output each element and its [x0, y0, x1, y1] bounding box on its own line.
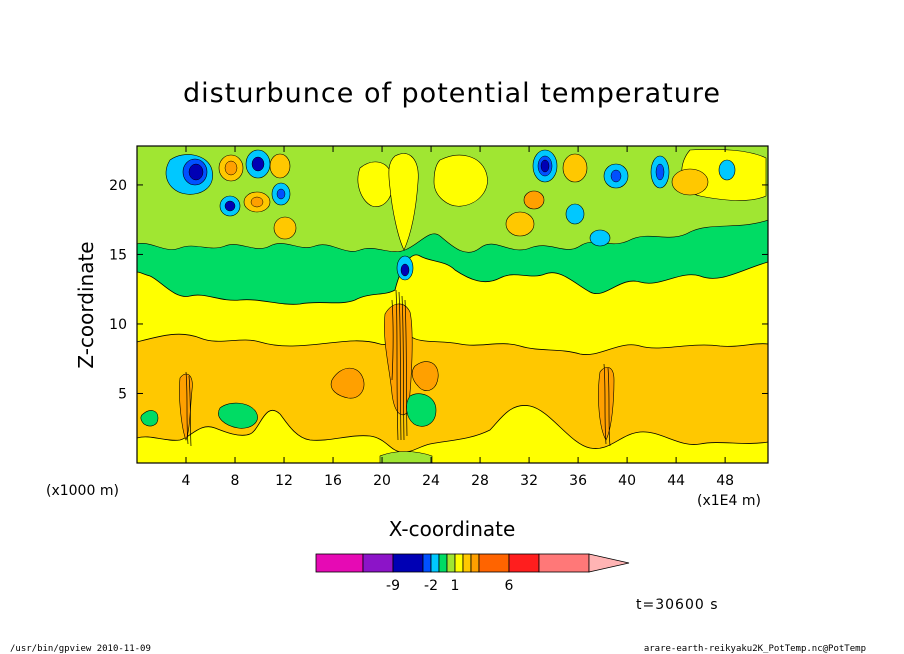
colorbar-tick-label: 6 [505, 578, 514, 594]
y-axis-ticks: 5 10 15 20 [109, 178, 768, 402]
field-orange-cell-2 [269, 153, 291, 179]
x-axis-ticks: 4 8 12 16 20 24 28 32 36 40 44 48 [182, 146, 734, 489]
x-axis-label: X-coordinate [389, 517, 516, 541]
plot-frame [136, 145, 769, 464]
colorbar-box [392, 553, 424, 573]
colorbar-tick-label: -2 [424, 578, 438, 594]
footer-right: arare-earth-reikyaku2K_PotTemp.nc@PotTem… [644, 644, 866, 654]
x-tick-label: 36 [569, 473, 587, 489]
y-tick-label: 20 [109, 178, 127, 194]
field-cyan-cell-11 [718, 159, 736, 181]
colorbar-box [470, 553, 480, 573]
field-orange-cell-10 [250, 196, 264, 208]
field-darkblue-left [188, 163, 204, 181]
field-green-lower-small [140, 410, 159, 427]
colorbar-box [430, 553, 440, 573]
field-blue-cell-6 [610, 169, 622, 183]
colorbar-tick-label: 1 [451, 578, 460, 594]
colorbar-box [538, 553, 590, 573]
colorbar-box [454, 553, 464, 573]
colorbar-box [446, 553, 456, 573]
field-yellow-upper-right [433, 154, 488, 207]
field-cyan-cell-8 [565, 203, 585, 225]
x-tick-label: 20 [373, 473, 391, 489]
x-tick-label: 48 [716, 473, 734, 489]
field-orange-cell-7 [562, 153, 588, 183]
field-orange-cell-4 [273, 216, 297, 240]
colorbar-box [478, 553, 510, 573]
field-blue-cell-7 [655, 163, 665, 181]
colorbar-box [462, 553, 472, 573]
x-tick-label: 32 [520, 473, 538, 489]
x-tick-label: 16 [324, 473, 342, 489]
field-darkorange-1 [330, 367, 365, 399]
field-blue-cell-9 [400, 263, 410, 277]
plot-area [137, 146, 768, 463]
y-tick-label: 10 [109, 317, 127, 333]
field-darkorange-4 [598, 367, 615, 441]
field-green-lower-center [406, 393, 437, 427]
colorbar-ticks: -9 -2 1 6 [386, 578, 514, 594]
chart-title: disturbunce of potential temperature [183, 78, 721, 109]
field-green-bottom [379, 451, 433, 463]
x-tick-label: 24 [422, 473, 440, 489]
field-blue-cell-4 [276, 188, 286, 200]
y-tick-label: 15 [109, 247, 127, 263]
field-darkorange-2 [411, 361, 439, 391]
field-yellow-plume-center [388, 153, 419, 251]
time-label: t=30600 s [636, 597, 719, 613]
field-orange-cell-5 [505, 211, 535, 237]
x-tick-label: 4 [182, 473, 191, 489]
colorbar-extend-triangle [588, 553, 630, 573]
colorbar-tick-label: -9 [386, 578, 400, 594]
field-orange-cell-8 [671, 168, 709, 196]
y-axis-label: Z-coordinate [74, 241, 98, 368]
field-blue-cell-2 [251, 156, 265, 172]
colorbar [315, 553, 630, 573]
colorbar-box [422, 553, 432, 573]
x-tick-label: 44 [667, 473, 685, 489]
footer-left: /usr/bin/gpview 2010-11-09 [10, 644, 151, 654]
colorbar-box [508, 553, 540, 573]
x-unit-right: (x1E4 m) [697, 493, 761, 509]
y-tick-label: 5 [118, 386, 127, 402]
field-yellow-plume-left [357, 161, 394, 207]
field-orange-cell-6 [523, 190, 545, 210]
x-tick-label: 40 [618, 473, 636, 489]
field-orange-cell-9 [224, 160, 238, 176]
colorbar-box [438, 553, 448, 573]
colorbar-box [362, 553, 394, 573]
colorbar-box [315, 553, 364, 573]
x-tick-label: 12 [275, 473, 293, 489]
field-blue-cell-3 [224, 200, 236, 212]
x-unit-left: (x1000 m) [46, 483, 119, 499]
x-tick-label: 28 [471, 473, 489, 489]
field-darkorange-5 [179, 373, 193, 441]
field-cyan-cell-10 [589, 229, 611, 247]
x-tick-label: 8 [231, 473, 240, 489]
field-darkblue-cell-5 [540, 159, 550, 173]
field-tower-lines [185, 289, 611, 447]
field-green-lower-left [218, 402, 258, 429]
